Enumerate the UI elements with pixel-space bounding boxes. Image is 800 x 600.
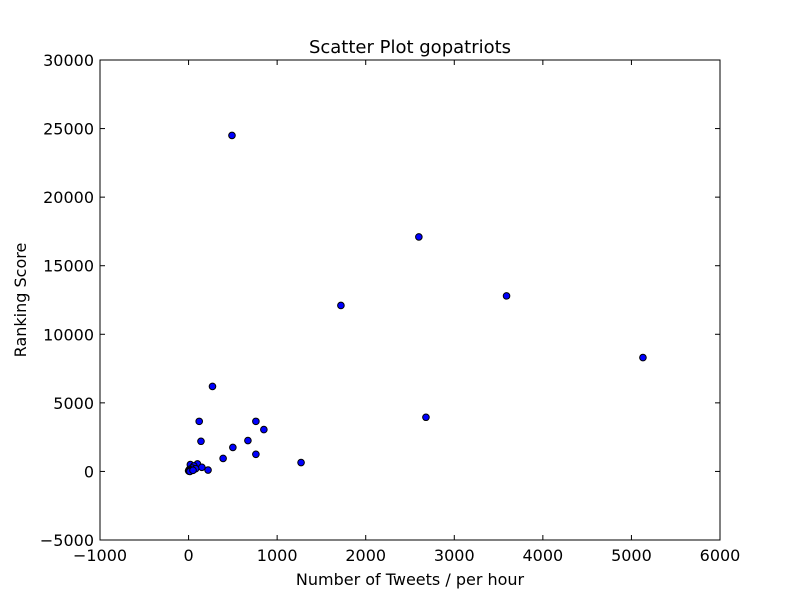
x-tick-label: 2000: [345, 546, 386, 565]
data-point: [208, 382, 217, 391]
data-point: [244, 436, 252, 445]
data-point: [195, 417, 203, 426]
data-point: [260, 425, 268, 434]
data-point: [297, 458, 305, 467]
y-tick-label: 15000: [43, 257, 94, 276]
x-tick-label: 0: [183, 546, 193, 565]
y-axis: −5000 0 5000 10000 15000 20000 25000 30000: [40, 51, 720, 550]
x-tick-label: 4000: [522, 546, 563, 565]
data-point: [252, 417, 260, 426]
data-point: [337, 301, 345, 310]
x-tick-label: −1000: [73, 546, 127, 565]
data-point: [228, 131, 236, 140]
data-point: [502, 292, 511, 300]
y-tick-label: 0: [84, 462, 94, 481]
y-tick-label: 5000: [53, 394, 94, 413]
x-tick-label: 5000: [611, 546, 652, 565]
data-point: [197, 437, 205, 446]
y-tick-label: 30000: [43, 51, 94, 70]
chart-title: Scatter Plot gopatriots: [309, 37, 511, 58]
x-axis: −1000 0 1000 2000 3000 4000 5000 6000: [73, 60, 740, 565]
x-tick-label: 3000: [434, 546, 475, 565]
data-point: [219, 454, 227, 463]
y-axis-label: Ranking Score: [11, 243, 30, 358]
data-point: [229, 443, 237, 452]
data-point: [204, 466, 212, 474]
data-point: [415, 233, 423, 241]
y-tick-label: −5000: [40, 531, 94, 550]
plot-area: [99, 59, 721, 541]
y-tick-label: 20000: [43, 188, 94, 207]
y-tick-label: 10000: [43, 325, 94, 344]
x-axis-label: Number of Tweets / per hour: [296, 570, 525, 589]
data-points: [184, 131, 647, 476]
data-point: [252, 450, 260, 459]
x-tick-label: 6000: [700, 546, 741, 565]
x-tick-label: 1000: [257, 546, 298, 565]
y-tick-label: 25000: [43, 120, 94, 139]
data-point: [422, 413, 430, 422]
data-point: [639, 353, 647, 362]
data-point: [189, 466, 197, 475]
data-point: [198, 463, 206, 472]
